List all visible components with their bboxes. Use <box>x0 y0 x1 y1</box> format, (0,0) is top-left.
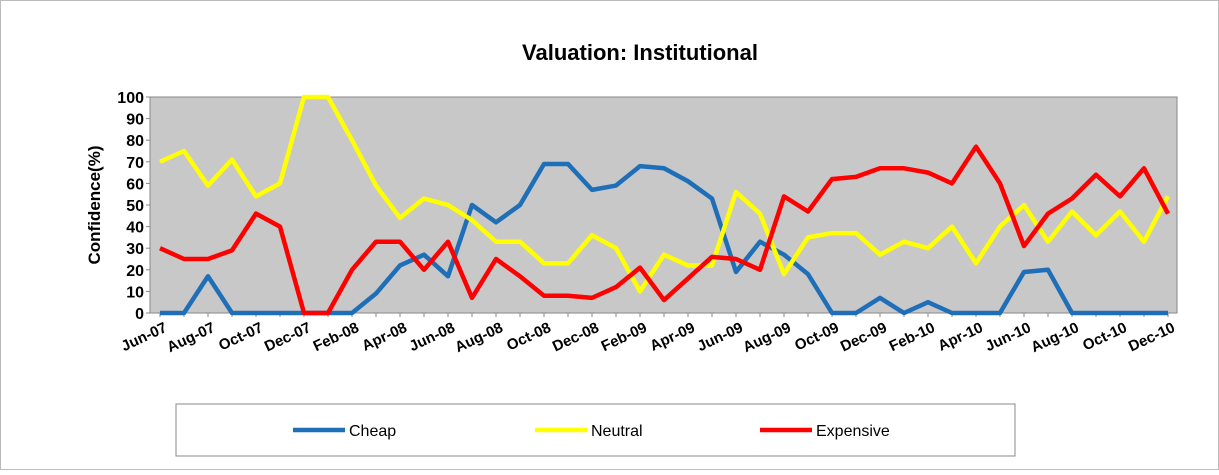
chart-title: Valuation: Institutional <box>522 40 758 65</box>
y-tick-label: 50 <box>126 198 144 215</box>
y-tick-label: 80 <box>126 133 144 150</box>
y-tick-label: 10 <box>126 284 144 301</box>
y-tick-label: 90 <box>126 112 144 129</box>
y-tick-label: 30 <box>126 241 144 258</box>
y-tick-label: 60 <box>126 176 144 193</box>
y-tick-label: 40 <box>126 220 144 237</box>
y-axis-title: Confidence(%) <box>85 146 104 265</box>
y-tick-label: 0 <box>135 306 144 323</box>
legend-label: Cheap <box>349 423 396 440</box>
legend-label: Expensive <box>816 423 890 440</box>
data-line <box>159 94 1170 294</box>
plot-area <box>149 96 1178 314</box>
y-tick-label: 20 <box>126 263 144 280</box>
y-tick-label: 70 <box>126 155 144 172</box>
legend-label: Neutral <box>591 423 643 440</box>
data-line <box>159 144 1170 316</box>
y-tick-label: 100 <box>117 90 144 107</box>
